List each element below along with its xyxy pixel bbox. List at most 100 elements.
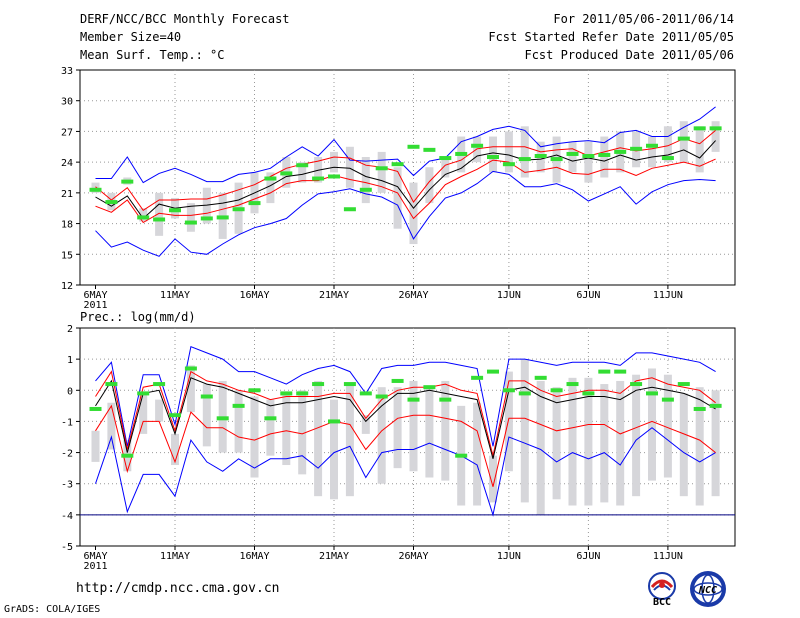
temp-spread-box bbox=[393, 167, 402, 229]
prec-spread-box bbox=[568, 377, 577, 506]
temp-obs-marker bbox=[455, 151, 468, 156]
prec-obs-marker bbox=[169, 413, 181, 418]
prec-obs-marker bbox=[502, 388, 515, 393]
temp-spread-box bbox=[186, 203, 195, 232]
temp-obs-marker bbox=[375, 166, 388, 171]
temp-xtick-label: 26MAY bbox=[398, 290, 428, 301]
temp-spread-box bbox=[330, 151, 338, 173]
temp-obs-marker bbox=[184, 220, 197, 225]
temp-ytick-label: 30 bbox=[61, 97, 73, 108]
prec-obs-marker bbox=[471, 375, 484, 380]
prec-spread-box bbox=[107, 402, 116, 450]
temp-spread-box bbox=[377, 151, 386, 193]
chart-title: DERF/NCC/BCC Monthly Forecast bbox=[80, 12, 290, 26]
prec-obs-marker bbox=[312, 382, 325, 387]
temp-obs-marker bbox=[677, 136, 690, 141]
prec-obs-marker bbox=[614, 369, 627, 374]
temp-obs-marker bbox=[137, 215, 150, 220]
prec-spread-box bbox=[282, 393, 291, 466]
precip-panel-title: Prec.: log(mm/d) bbox=[80, 310, 196, 324]
temp-spread-box bbox=[520, 126, 529, 178]
temp-xtick-label: 6JUN bbox=[576, 290, 600, 301]
prec-spread-box bbox=[648, 368, 656, 481]
temp-obs-marker bbox=[280, 171, 293, 176]
prec-spread-box bbox=[600, 384, 609, 503]
prec-obs-marker bbox=[598, 369, 611, 374]
temp-mean-line bbox=[95, 140, 716, 220]
prec-obs-marker bbox=[200, 394, 213, 399]
prec-xtick-label: 26MAY bbox=[398, 551, 428, 562]
prec-spread-box bbox=[679, 393, 688, 497]
prec-spread-box bbox=[663, 374, 672, 478]
prec-spread-box bbox=[520, 359, 529, 503]
prec-obs-marker bbox=[184, 366, 197, 371]
prec-spread-box bbox=[584, 377, 593, 506]
temp-obs-marker bbox=[582, 154, 595, 158]
prec-obs-marker bbox=[407, 397, 420, 402]
prec-obs-marker bbox=[661, 397, 674, 402]
prec-obs-marker bbox=[709, 403, 722, 408]
prec-obs-marker bbox=[677, 382, 690, 387]
prec-spread-box bbox=[330, 399, 338, 500]
prec-spread-box bbox=[298, 390, 307, 475]
temp-obs-marker bbox=[709, 126, 722, 131]
prec-spread-box bbox=[361, 415, 370, 434]
prec-plot-frame bbox=[79, 327, 736, 547]
temp-ytick-label: 27 bbox=[61, 127, 73, 138]
temp-min-line bbox=[95, 106, 716, 184]
temp-spread-box bbox=[441, 157, 450, 178]
prec-obs-marker bbox=[359, 391, 372, 396]
temp-ytick-label: 15 bbox=[61, 250, 73, 261]
prec-spread-box bbox=[345, 384, 354, 497]
prec-spread-box bbox=[504, 371, 513, 472]
prec-ytick-label: -1 bbox=[61, 417, 73, 428]
temp-spread-box bbox=[584, 141, 593, 183]
temp-obs-marker bbox=[121, 179, 134, 184]
prec-min-line bbox=[95, 427, 716, 517]
temp-spread-box bbox=[91, 182, 100, 193]
prec-spread-box bbox=[171, 433, 179, 466]
temp-obs-marker bbox=[359, 187, 372, 192]
prec-spread-box bbox=[489, 455, 497, 503]
temp-obs-marker bbox=[343, 207, 356, 212]
prec-year-label: 2011 bbox=[84, 561, 108, 572]
prec-obs-marker bbox=[264, 416, 277, 421]
bcc-logo-label: BCC bbox=[653, 597, 671, 607]
temp-p10-line bbox=[95, 130, 716, 211]
source-url[interactable]: http://cmdp.ncc.cma.gov.cn bbox=[76, 581, 280, 596]
temp-obs-marker bbox=[502, 162, 515, 167]
temp-obs-marker bbox=[487, 155, 499, 160]
prec-xtick-label: 21MAY bbox=[319, 551, 349, 562]
temp-xtick-label: 16MAY bbox=[239, 290, 269, 301]
prec-obs-marker bbox=[534, 375, 547, 380]
temp-spread-box bbox=[409, 182, 418, 245]
prec-ytick-label: 1 bbox=[67, 355, 73, 366]
forecast-produced-label: Fcst Produced Date 2011/05/06 bbox=[524, 48, 734, 62]
temp-spread-box bbox=[568, 141, 577, 173]
prec-spread-box bbox=[393, 387, 402, 469]
forecast-period-label: For 2011/05/06-2011/06/14 bbox=[553, 12, 734, 26]
prec-spread-box bbox=[632, 374, 641, 497]
temp-obs-marker bbox=[423, 147, 436, 152]
prec-ytick-label: -5 bbox=[61, 542, 73, 553]
prec-obs-marker bbox=[343, 382, 356, 387]
temp-obs-marker bbox=[200, 216, 213, 221]
variable-label: Mean Surf. Temp.: °C bbox=[80, 48, 225, 62]
prec-xtick-label: 6MAY bbox=[83, 551, 107, 562]
grads-credit: GrADS: COLA/IGES bbox=[4, 604, 101, 615]
temp-obs-marker bbox=[105, 200, 118, 205]
temp-obs-marker bbox=[153, 217, 166, 222]
temp-spread-box bbox=[155, 192, 164, 236]
prec-xtick-label: 1JUN bbox=[497, 551, 521, 562]
temp-obs-marker bbox=[550, 157, 563, 162]
temp-ytick-label: 12 bbox=[61, 281, 73, 292]
temp-obs-marker bbox=[518, 157, 531, 162]
prec-spread-box bbox=[473, 402, 482, 506]
prec-ytick-label: 0 bbox=[67, 386, 73, 397]
prec-spread-box bbox=[536, 380, 545, 515]
prec-spread-box bbox=[314, 380, 323, 497]
ncc-logo-icon: NCC bbox=[690, 571, 726, 607]
temp-spread-box bbox=[711, 121, 720, 152]
temp-spread-box bbox=[695, 126, 704, 173]
temp-obs-marker bbox=[646, 143, 658, 148]
